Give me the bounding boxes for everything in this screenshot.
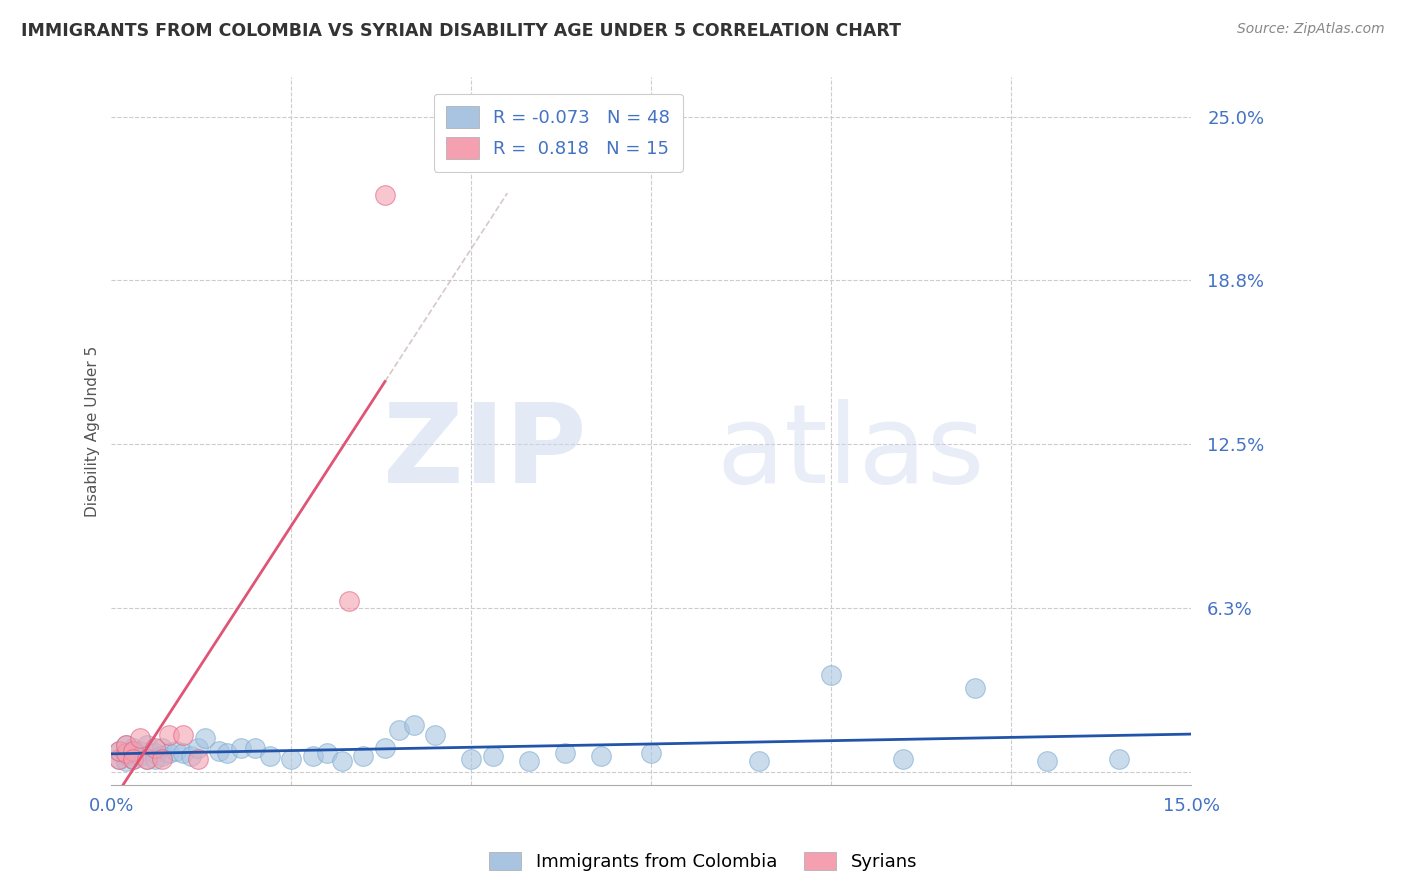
Point [891,751,914,765]
Point [114,747,136,761]
Point [143,747,166,761]
Point [122,751,145,765]
Point [122,744,145,758]
Point [107,751,129,765]
Point [122,751,145,765]
Point [425,728,447,742]
Y-axis label: Disability Age Under 5: Disability Age Under 5 [86,345,100,516]
Point [143,751,166,765]
Point [150,751,173,765]
Point [1108,751,1130,765]
Point [388,723,411,737]
Point [114,748,136,763]
Text: atlas: atlas [716,399,984,506]
Point [337,594,360,608]
Point [245,741,267,756]
Point [129,748,152,763]
Point [136,751,159,765]
Text: IMMIGRANTS FROM COLOMBIA VS SYRIAN DISABILITY AGE UNDER 5 CORRELATION CHART: IMMIGRANTS FROM COLOMBIA VS SYRIAN DISAB… [21,22,901,40]
Point [107,751,129,765]
Point [374,741,396,756]
Point [302,748,325,763]
Point [150,748,173,763]
Point [330,754,353,768]
Point [150,741,173,756]
Point [517,754,540,768]
Point [180,748,202,763]
Point [136,739,159,753]
Point [1036,754,1059,768]
Point [114,754,136,768]
Point [157,747,180,761]
Legend: R = -0.073   N = 48, R =  0.818   N = 15: R = -0.073 N = 48, R = 0.818 N = 15 [433,94,683,172]
Point [965,681,987,695]
Point [352,748,374,763]
Point [136,751,159,765]
Point [107,744,129,758]
Point [172,747,194,761]
Legend: Immigrants from Colombia, Syrians: Immigrants from Colombia, Syrians [481,845,925,879]
Point [402,717,425,731]
Point [165,744,187,758]
Point [129,731,152,745]
Point [640,747,662,761]
Point [122,741,145,756]
Point [374,188,396,202]
Point [157,728,180,742]
Text: ZIP: ZIP [384,399,586,506]
Point [589,748,612,763]
Point [215,747,238,761]
Point [172,728,194,742]
Point [316,747,339,761]
Point [187,741,209,756]
Point [107,744,129,758]
Point [114,739,136,753]
Point [129,744,152,758]
Point [748,754,770,768]
Point [194,731,217,745]
Point [187,751,209,765]
Point [143,741,166,756]
Point [460,751,482,765]
Point [229,741,252,756]
Point [820,667,842,681]
Point [280,751,302,765]
Point [122,747,145,761]
Text: Source: ZipAtlas.com: Source: ZipAtlas.com [1237,22,1385,37]
Point [554,747,576,761]
Point [482,748,505,763]
Point [259,748,281,763]
Point [208,744,231,758]
Point [114,739,136,753]
